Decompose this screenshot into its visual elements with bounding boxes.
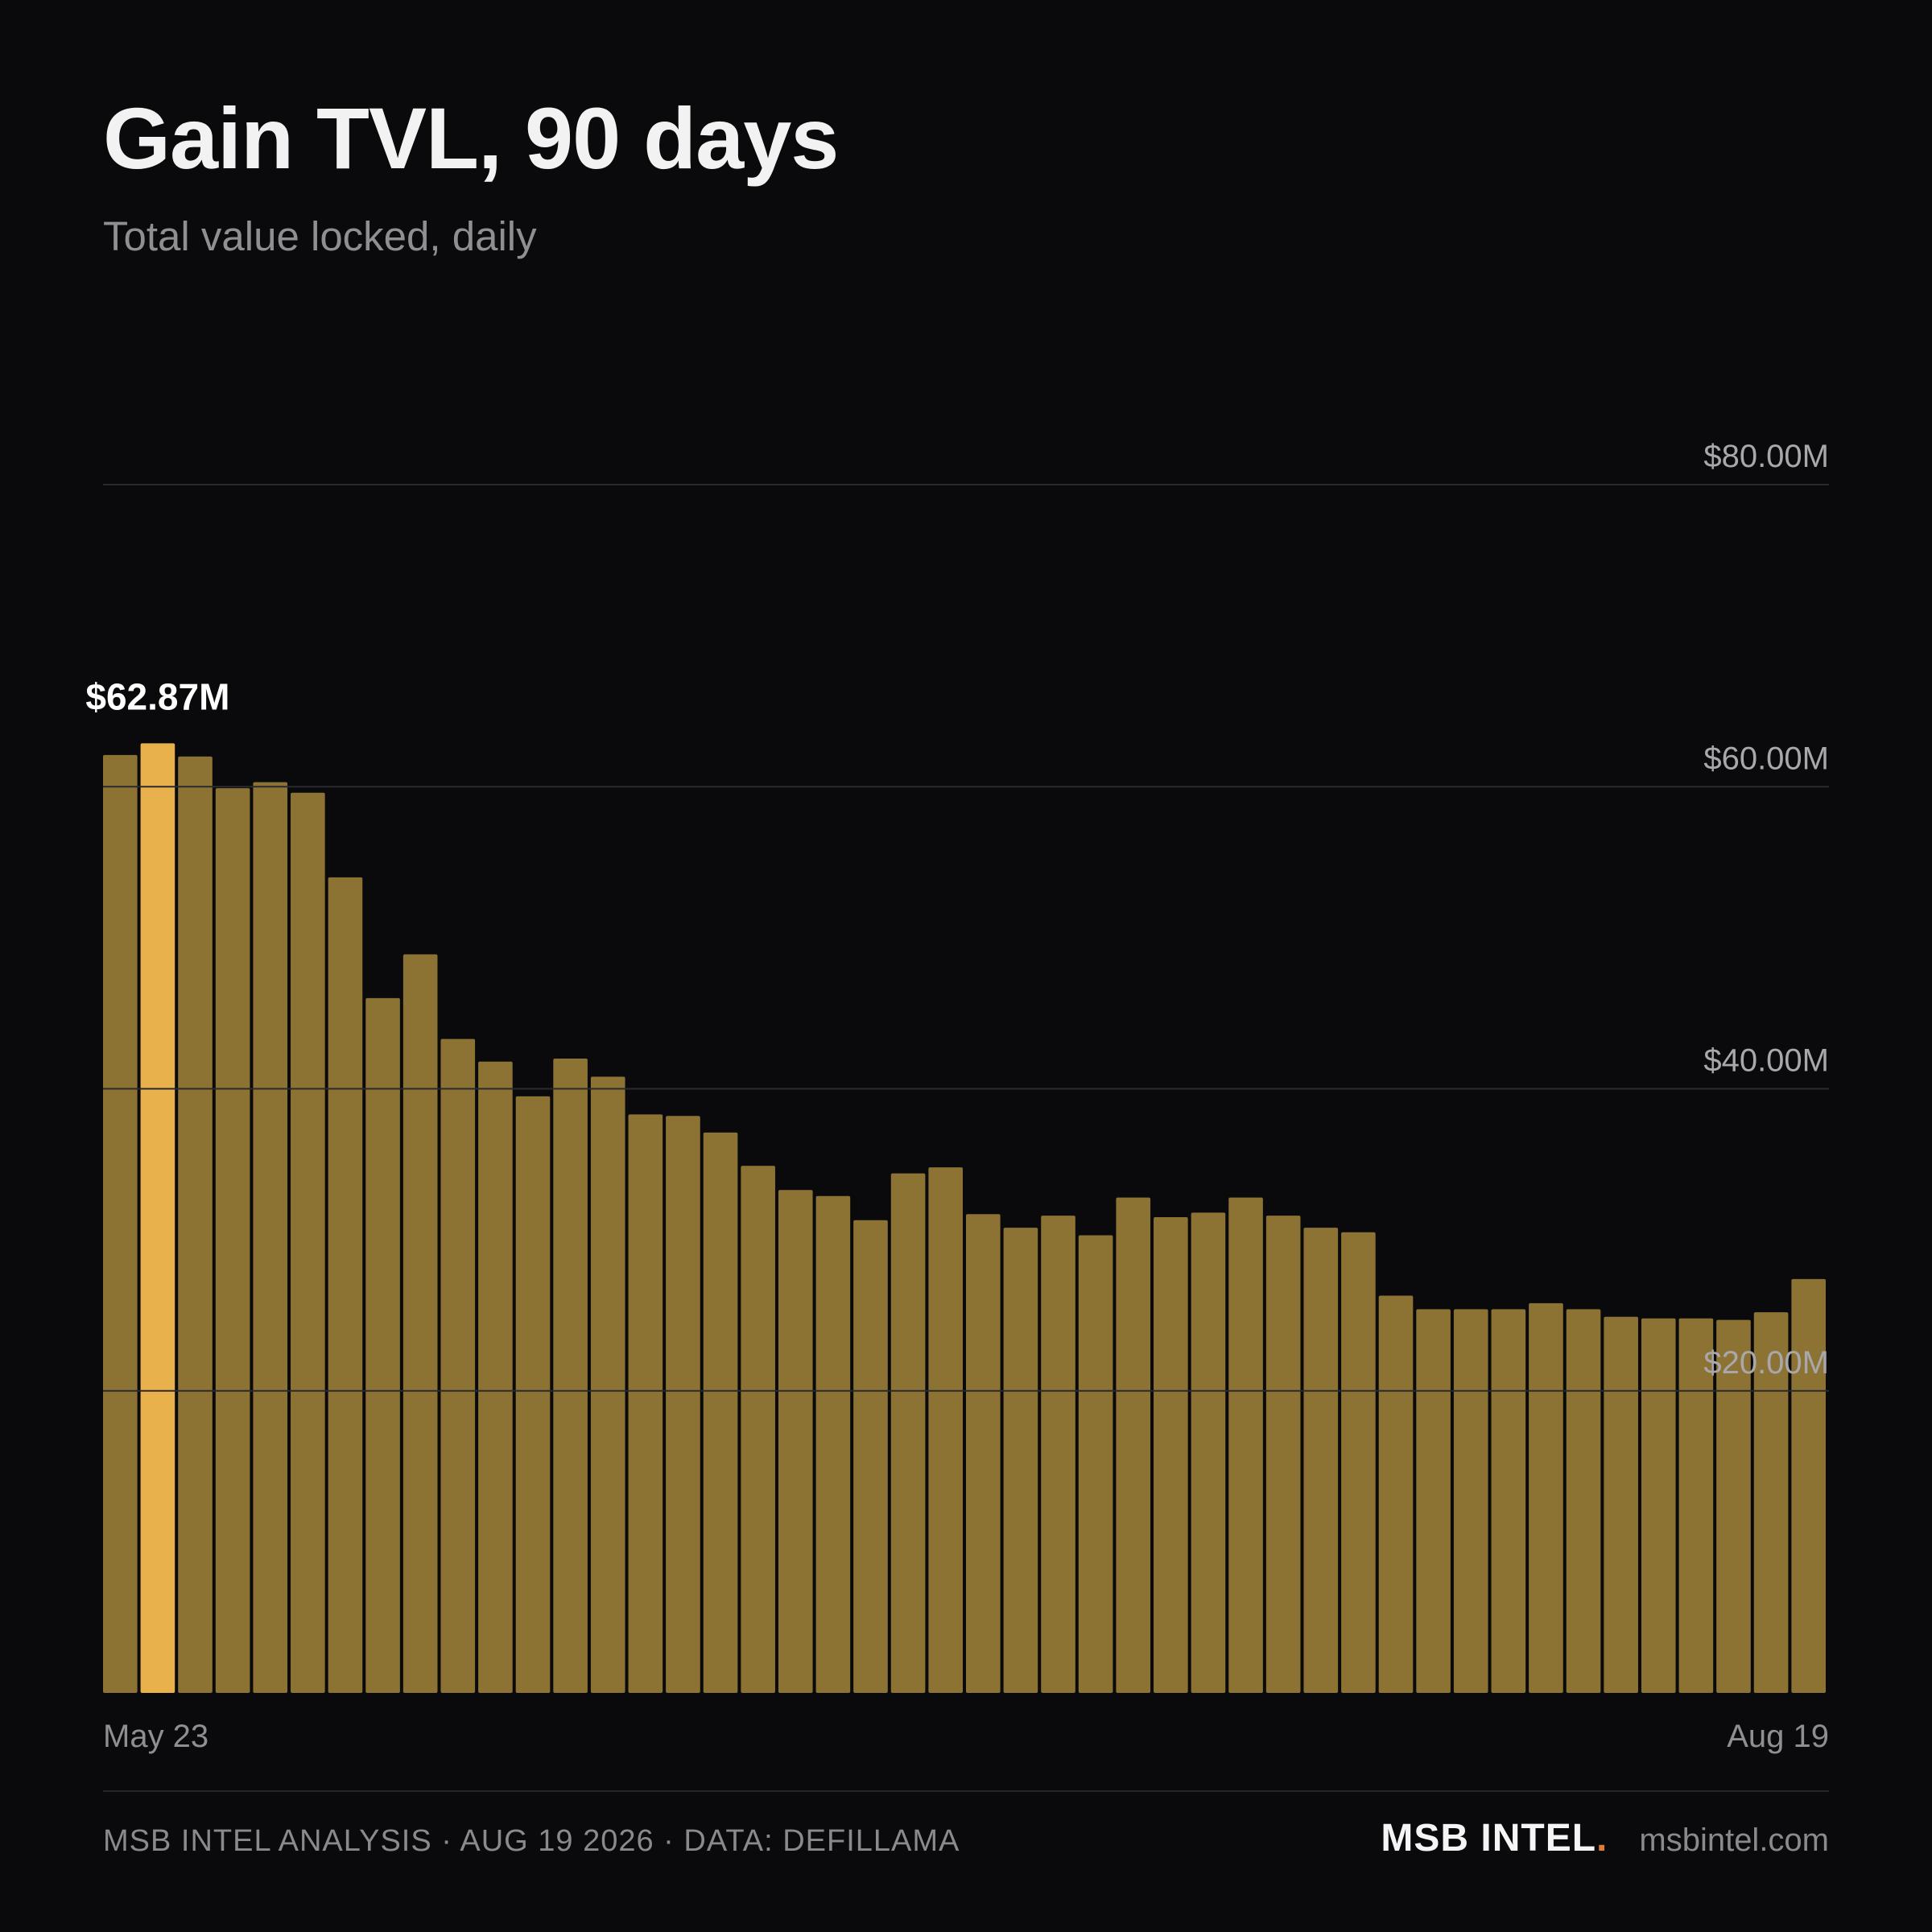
bar xyxy=(1716,1319,1751,1693)
bar xyxy=(365,997,400,1693)
bar xyxy=(328,877,363,1693)
bar xyxy=(1453,1309,1488,1693)
footer-brand-group: MSB INTEL. msbintel.com xyxy=(1381,1819,1829,1858)
bar xyxy=(1303,1228,1339,1693)
x-end-label: Aug 19 xyxy=(1727,1719,1829,1754)
y-tick-label: $20.00M xyxy=(1703,1345,1829,1381)
bar xyxy=(1154,1216,1188,1693)
y-tick-label: $60.00M xyxy=(1703,741,1829,776)
bar xyxy=(1191,1212,1226,1693)
bar xyxy=(1341,1232,1376,1693)
bar xyxy=(440,1038,476,1693)
bar xyxy=(628,1114,663,1693)
bar-chart: $20.00M $40.00M $60.00M $80.00M $62.87M May 2… xyxy=(85,439,1829,1754)
bar xyxy=(1791,1278,1826,1693)
chart-subtitle: Total value locked, daily xyxy=(103,213,537,259)
bar xyxy=(928,1167,963,1693)
bar xyxy=(1566,1309,1601,1693)
bar xyxy=(1003,1228,1038,1693)
highlight-value-label: $62.87M xyxy=(85,675,229,717)
bar xyxy=(253,782,288,1693)
bar xyxy=(778,1190,813,1693)
brand-dot: . xyxy=(1596,1817,1608,1860)
bar xyxy=(1604,1316,1638,1693)
bar xyxy=(1228,1197,1263,1693)
bar xyxy=(478,1061,513,1693)
bar xyxy=(215,788,250,1693)
bar xyxy=(966,1214,1001,1693)
brand-name: MSB INTEL xyxy=(1381,1817,1597,1860)
bar xyxy=(178,756,213,1693)
bar xyxy=(291,792,325,1693)
footer-divider xyxy=(103,1790,1829,1792)
bar xyxy=(741,1166,775,1693)
highlighted-bar xyxy=(140,743,175,1693)
bar xyxy=(1529,1302,1563,1693)
bar xyxy=(666,1116,700,1693)
bar xyxy=(1041,1216,1075,1693)
bar xyxy=(1678,1318,1714,1693)
bar xyxy=(103,754,138,1693)
y-tick-label: $80.00M xyxy=(1703,439,1829,474)
bar xyxy=(1116,1197,1151,1693)
bar xyxy=(590,1076,625,1693)
bar xyxy=(853,1220,888,1693)
bar xyxy=(1416,1309,1451,1693)
bar xyxy=(1078,1235,1113,1693)
bar xyxy=(553,1058,588,1693)
bar xyxy=(1265,1216,1301,1693)
bar xyxy=(1378,1295,1414,1693)
bar xyxy=(703,1132,738,1693)
bar xyxy=(1753,1312,1789,1693)
x-start-label: May 23 xyxy=(103,1719,208,1754)
bar xyxy=(1491,1309,1526,1693)
bar xyxy=(515,1096,551,1693)
bar xyxy=(890,1173,926,1693)
bar xyxy=(815,1195,851,1693)
chart-title: Gain TVL, 90 days xyxy=(103,89,839,187)
y-tick-label: $40.00M xyxy=(1703,1043,1829,1079)
site-link[interactable]: msbintel.com xyxy=(1639,1823,1829,1858)
bar xyxy=(1641,1318,1676,1693)
bar xyxy=(402,954,438,1693)
footer-source: MSB INTEL ANALYSIS · AUG 19 2026 · DATA:… xyxy=(103,1824,960,1858)
